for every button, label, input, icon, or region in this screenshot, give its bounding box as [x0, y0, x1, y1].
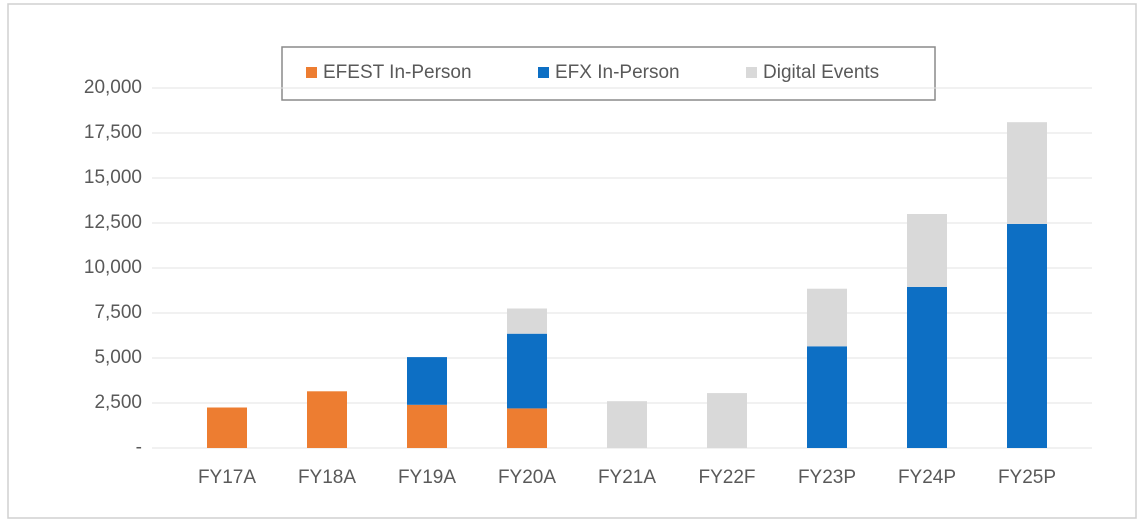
legend-swatch [306, 67, 317, 78]
x-tick-label: FY21A [598, 467, 656, 488]
x-tick-label: FY23P [798, 467, 856, 488]
bar-segment [807, 346, 847, 448]
y-tick-label: 12,500 [84, 212, 142, 233]
legend-label: Digital Events [763, 62, 879, 83]
legend-swatch [746, 67, 757, 78]
bar-segment [407, 357, 447, 405]
legend-box [281, 46, 936, 101]
bar-segment [907, 286, 947, 448]
x-tick-label: FY18A [298, 467, 356, 488]
x-tick-label: FY17A [198, 467, 256, 488]
bar-segment [507, 408, 547, 448]
legend-label: EFX In-Person [555, 62, 680, 83]
y-tick-label: 2,500 [94, 392, 142, 413]
x-tick-label: FY20A [498, 467, 556, 488]
x-tick-label: FY24P [898, 467, 956, 488]
y-tick-label: 5,000 [94, 347, 142, 368]
legend-label: EFEST In-Person [323, 62, 472, 83]
x-tick-label: FY19A [398, 467, 456, 488]
y-tick-label: - [136, 437, 142, 458]
y-tick-label: 10,000 [84, 257, 142, 278]
bar-segment [507, 333, 547, 409]
bar-segment [707, 393, 747, 448]
y-tick-label: 7,500 [94, 302, 142, 323]
bar-segment [307, 391, 347, 448]
bar-segment [1007, 223, 1047, 448]
y-tick-label: 17,500 [84, 122, 142, 143]
y-tick-label: 15,000 [84, 167, 142, 188]
x-tick-label: FY25P [998, 467, 1056, 488]
bar-segment [507, 308, 547, 334]
bar-segment [407, 404, 447, 448]
bar-segment [207, 407, 247, 448]
x-tick-label: FY22F [698, 467, 755, 488]
bar-segment [1007, 122, 1047, 224]
legend-swatch [538, 67, 549, 78]
bar-segment [807, 288, 847, 347]
legend [281, 46, 936, 101]
bar-segment [907, 214, 947, 287]
y-tick-label: 20,000 [84, 77, 142, 98]
bar-segment [607, 401, 647, 448]
